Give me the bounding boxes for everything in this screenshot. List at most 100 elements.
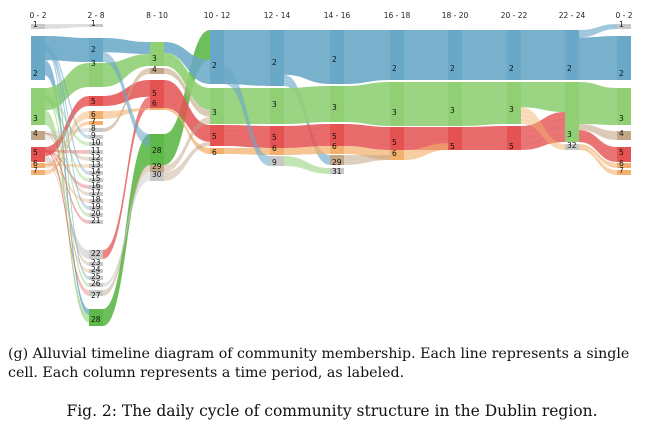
cell-strand	[283, 147, 331, 150]
community-label: 3	[450, 106, 455, 115]
flow-band	[45, 132, 89, 266]
flow-band	[103, 165, 150, 296]
cell-strand	[44, 63, 90, 311]
community-label: 3	[272, 100, 277, 109]
cell-strand	[102, 48, 151, 52]
cell-strand	[461, 131, 508, 133]
cell-strand	[283, 112, 331, 116]
community-node	[210, 125, 224, 146]
flow-band	[521, 112, 565, 150]
flow-band	[45, 110, 89, 323]
cell-strand	[283, 134, 331, 138]
cell-strand	[578, 113, 618, 116]
flow-band	[284, 124, 330, 148]
flow-band	[462, 30, 507, 80]
cell-strand	[343, 92, 391, 96]
cell-strand	[102, 56, 151, 141]
cell-strand	[283, 63, 331, 71]
flow-band	[45, 60, 89, 315]
cell-strand	[44, 100, 90, 152]
cell-strand	[44, 133, 90, 195]
cell-strand	[102, 170, 151, 295]
cell-strand	[44, 164, 90, 168]
cell-strand	[44, 53, 90, 57]
column-header: 16 - 18	[384, 11, 411, 20]
flow-band	[45, 132, 89, 196]
cell-strand	[578, 27, 618, 36]
community-node	[89, 206, 103, 210]
cell-strand	[44, 157, 90, 253]
cell-strand	[283, 52, 331, 58]
community-node	[89, 220, 103, 224]
community-label: 24	[91, 265, 101, 274]
community-label: 4	[152, 65, 157, 74]
community-label: 6	[332, 142, 337, 151]
community-node	[617, 24, 631, 29]
cell-strand	[343, 149, 391, 156]
flow-band	[462, 126, 507, 150]
cell-strand	[44, 129, 90, 136]
cell-strand	[44, 121, 90, 321]
cell-strand	[44, 121, 90, 172]
community-label: 6	[272, 144, 277, 153]
community-node	[89, 171, 103, 175]
flow-band	[103, 38, 150, 54]
cell-strand	[578, 132, 618, 151]
cell-strand	[223, 135, 271, 138]
community-label: 5	[272, 133, 277, 142]
cell-strand	[44, 96, 90, 144]
community-node	[270, 88, 284, 124]
cell-strand	[44, 164, 90, 272]
cell-strand	[44, 132, 90, 159]
community-node	[89, 185, 103, 189]
cell-strand	[44, 132, 90, 194]
flow-band	[462, 82, 507, 126]
cell-strand	[578, 92, 618, 98]
cell-strand	[578, 148, 618, 173]
cell-strand	[163, 108, 211, 152]
cell-strand	[102, 104, 151, 257]
community-label: 5	[392, 138, 397, 147]
cell-strand	[163, 55, 211, 94]
cell-strand	[578, 146, 618, 167]
flow-band	[45, 95, 89, 182]
flow-band	[579, 82, 617, 125]
cell-strand	[283, 94, 331, 98]
flow-band	[45, 44, 89, 175]
community-label: 10	[91, 138, 101, 147]
cell-strand	[578, 57, 618, 59]
cell-strand	[44, 46, 90, 208]
column-header: 12 - 14	[264, 11, 291, 20]
cell-strand	[223, 79, 271, 164]
community-node	[89, 262, 103, 266]
flow-band	[164, 80, 210, 142]
flow-band	[103, 134, 150, 326]
cell-strand	[578, 147, 618, 172]
community-node	[89, 135, 103, 139]
community-label: 2	[450, 64, 455, 73]
cell-strand	[223, 71, 271, 159]
cell-strand	[44, 151, 90, 189]
community-node	[210, 148, 224, 154]
cell-strand	[163, 121, 211, 171]
community-label: 2	[91, 45, 96, 54]
flow-band	[45, 24, 89, 29]
flow-band	[404, 30, 448, 80]
cell-strand	[578, 128, 618, 138]
cell-strand	[343, 54, 391, 58]
column-headers: 0 - 2 2 - 8 8 - 10 10 - 12 12 - 14 14 - 16 16 …	[29, 11, 632, 20]
cell-strand	[520, 94, 566, 98]
cell-strand	[283, 140, 331, 143]
flow-band	[45, 44, 89, 139]
community-node	[89, 164, 103, 168]
cell-strand	[44, 150, 90, 292]
column-header: 10 - 12	[204, 11, 231, 20]
community-node	[448, 127, 462, 150]
cell-strand	[102, 157, 151, 322]
column-header: 0 - 2	[29, 11, 46, 20]
cell-strand	[44, 164, 90, 203]
community-node	[31, 24, 45, 29]
community-label: 16	[91, 181, 101, 190]
community-node	[210, 30, 224, 84]
community-label: 5	[152, 89, 157, 98]
